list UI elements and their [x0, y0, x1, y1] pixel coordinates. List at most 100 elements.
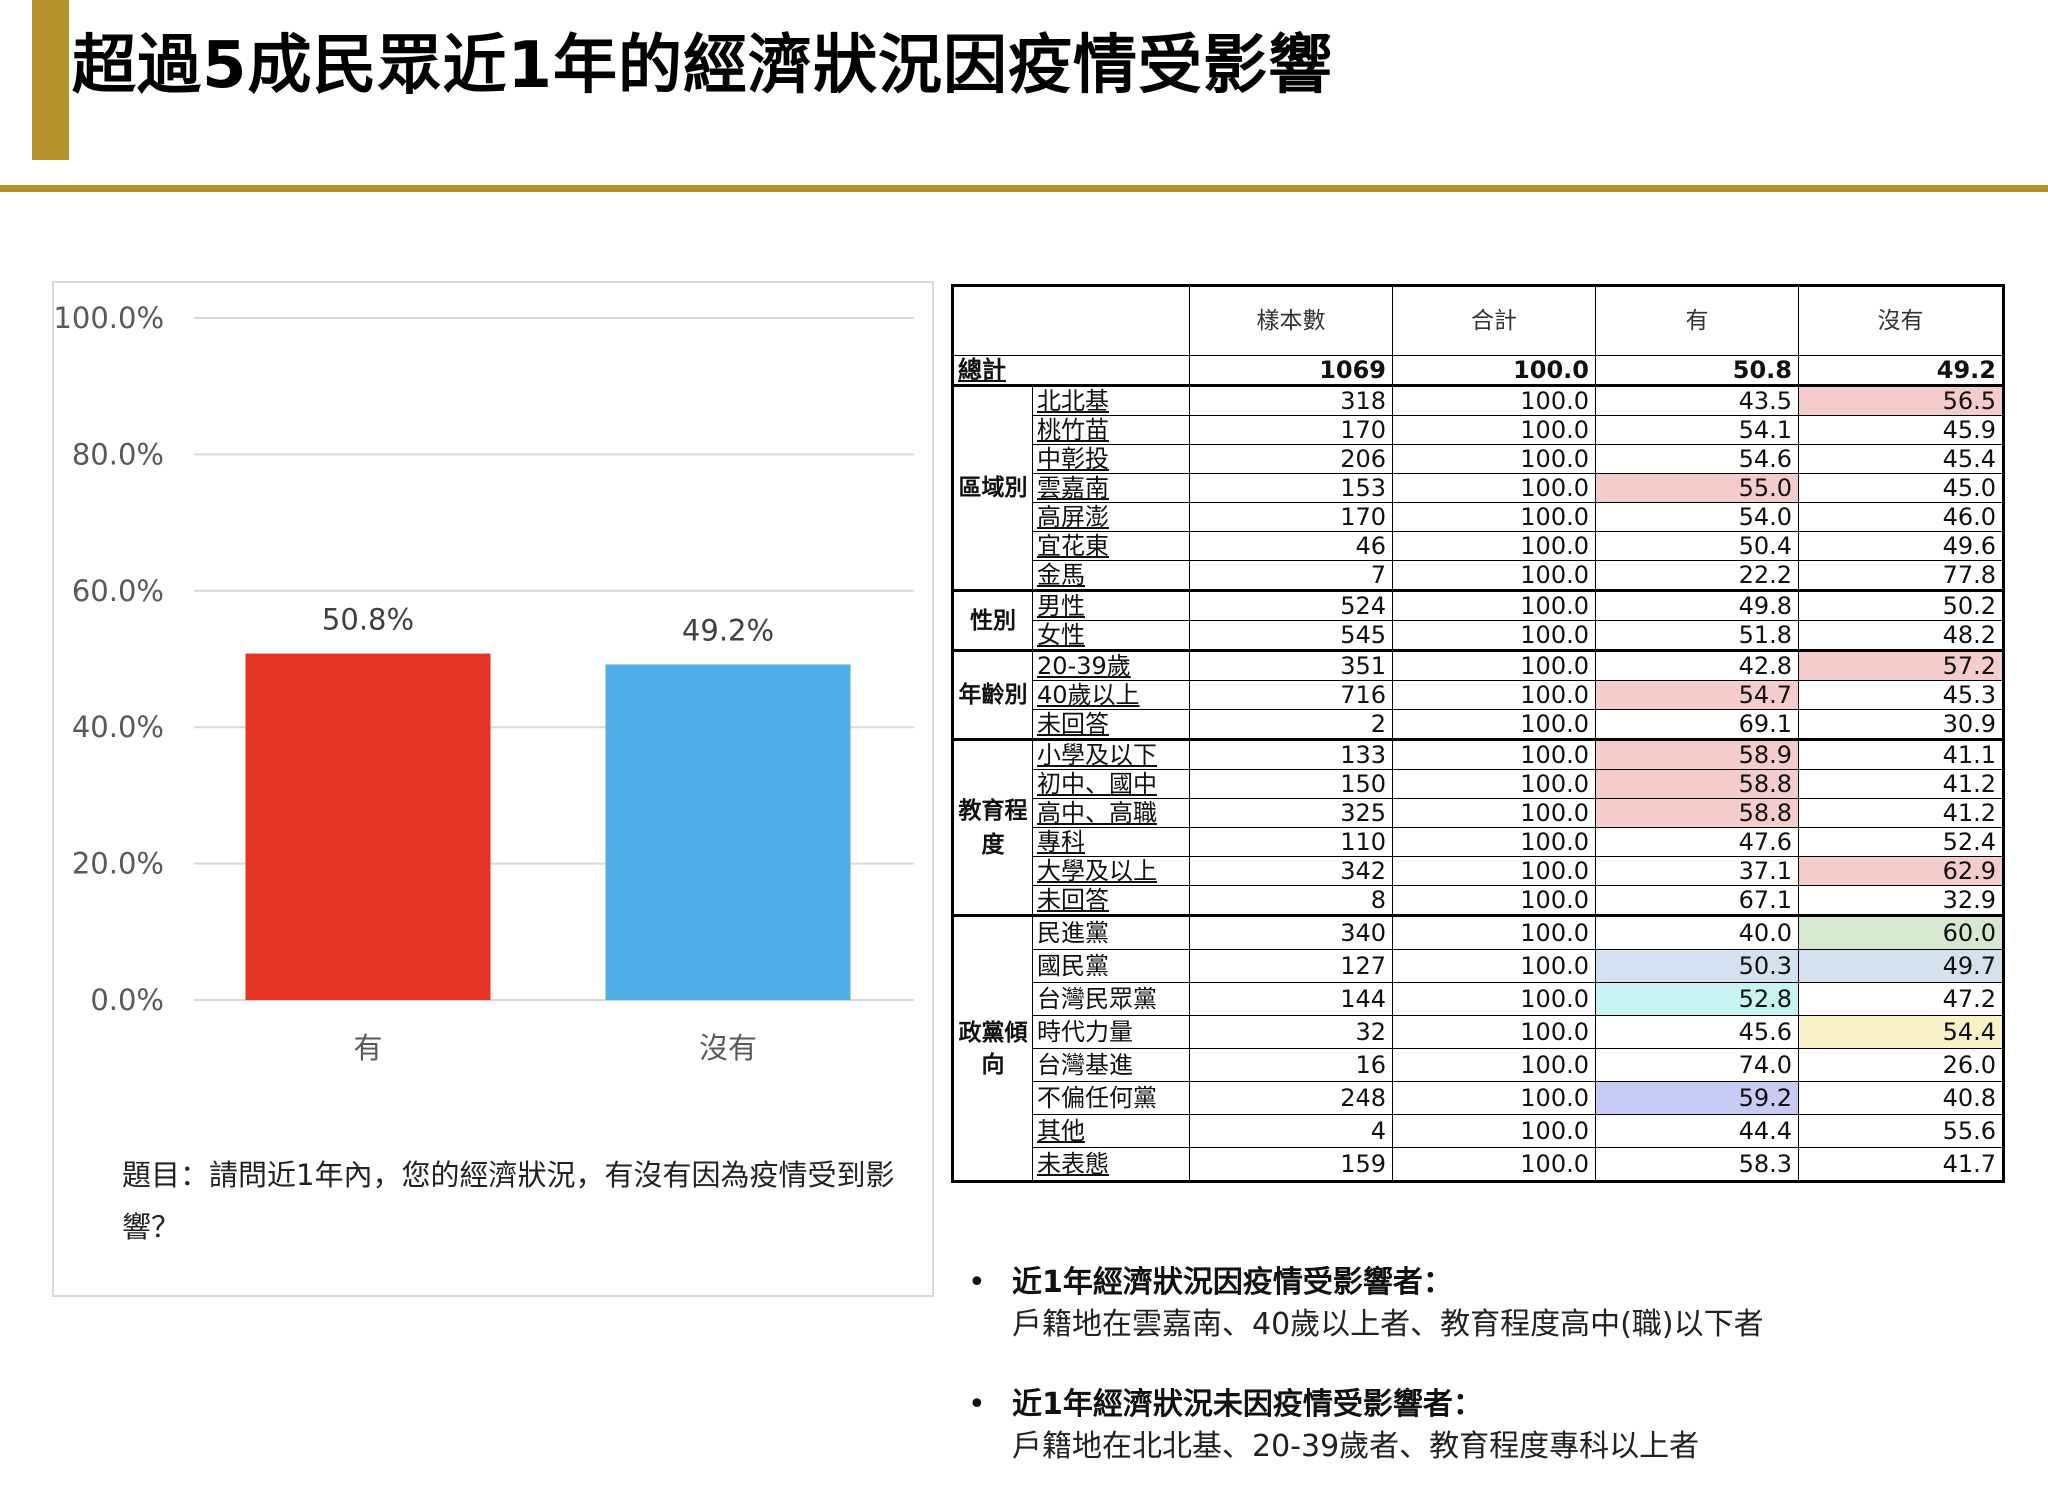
table-cell: 57.2: [1798, 649, 2004, 681]
table-cell: 100.0: [1392, 384, 1596, 416]
row-label: 高屏澎: [1032, 502, 1190, 532]
table-cell: 58.8: [1595, 798, 1799, 828]
x-category-label: 有: [353, 1031, 382, 1065]
y-tick-label: 80.0%: [72, 437, 164, 471]
table-cell: 58.3: [1595, 1147, 1799, 1182]
table-row: 未表態 159 100.0 58.3 41.7: [953, 1147, 2004, 1182]
row-label: 不偏任何黨: [1032, 1081, 1190, 1115]
row-label: 其他: [1032, 1114, 1190, 1148]
table-row: 年齡別 20-39歲 351 100.0 42.8 57.2: [952, 649, 2004, 740]
table-row: 女性 545 100.0 51.8 48.2: [953, 620, 2004, 651]
row-label: 20-39歲: [1032, 649, 1190, 681]
table-cell: 100.0: [1392, 531, 1596, 561]
table-cell: 50.2: [1798, 589, 2004, 621]
row-label: 未回答: [1032, 709, 1190, 740]
table-cell: 32.9: [1798, 885, 2004, 916]
group-label: 政黨傾向: [952, 914, 1033, 1182]
header-sample: 樣本數: [1189, 285, 1393, 356]
row-label: 台灣民眾黨: [1032, 982, 1190, 1016]
table-cell: 100.0: [1392, 1147, 1596, 1182]
header-yes: 有: [1595, 285, 1799, 356]
table-cell: 716: [1189, 680, 1393, 710]
row-label: 初中、國中: [1032, 769, 1190, 799]
table-cell: 100.0: [1392, 949, 1596, 983]
table-cell: 49.2: [1798, 355, 2004, 387]
y-tick-label: 20.0%: [72, 847, 164, 881]
table-cell: 100.0: [1392, 885, 1596, 916]
table-cell: 100.0: [1392, 1114, 1596, 1148]
table-row: 桃竹苗 170 100.0 54.1 45.9: [953, 415, 2004, 445]
survey-question: 題目：請問近1年內，您的經濟狀況，有沒有因為疫情受到影響？: [122, 1158, 895, 1244]
table-cell: 32: [1189, 1015, 1393, 1049]
header-rule: [0, 185, 2048, 192]
table-row: 其他 4 100.0 44.4 55.6: [953, 1114, 2004, 1148]
table-cell: 100.0: [1392, 1015, 1596, 1049]
note-body: 戶籍地在雲嘉南、40歲以上者、教育程度高中(職)以下者: [1012, 1307, 1764, 1342]
table-row: 專科 110 100.0 47.6 52.4: [953, 827, 2004, 857]
table-cell: 325: [1189, 798, 1393, 828]
table-row: 高屏澎 170 100.0 54.0 46.0: [953, 502, 2004, 532]
table-cell: 52.8: [1595, 982, 1799, 1016]
row-label: 民進黨: [1032, 914, 1190, 950]
title-accent-bar: [32, 0, 69, 160]
table-cell: 49.8: [1595, 589, 1799, 621]
row-label: 中彰投: [1032, 444, 1190, 474]
table-cell: 37.1: [1595, 856, 1799, 886]
table-cell: 524: [1189, 589, 1393, 621]
table-cell: 545: [1189, 620, 1393, 651]
table-row: 不偏任何黨 248 100.0 59.2 40.8: [953, 1081, 2004, 1115]
row-label: 小學及以下: [1032, 738, 1190, 770]
table-cell: 41.1: [1798, 738, 2004, 770]
table-cell: 41.2: [1798, 769, 2004, 799]
table-cell: 59.2: [1595, 1081, 1799, 1115]
table-cell: 144: [1189, 982, 1393, 1016]
table-cell: 100.0: [1392, 502, 1596, 532]
table-cell: 4: [1189, 1114, 1393, 1148]
table-cell: 100.0: [1392, 856, 1596, 886]
page-title: 超過5成民眾近1年的經濟狀況因疫情受影響: [72, 29, 1334, 103]
table-cell: 170: [1189, 502, 1393, 532]
table-cell: 100.0: [1392, 355, 1596, 387]
table-cell: 49.6: [1798, 531, 2004, 561]
row-label: 高中、高職: [1032, 798, 1190, 828]
data-label: 49.2%: [682, 613, 774, 647]
table-cell: 100.0: [1392, 473, 1596, 503]
table-cell: 52.4: [1798, 827, 2004, 857]
table-cell: 54.0: [1595, 502, 1799, 532]
table-row: 初中、國中 150 100.0 58.8 41.2: [953, 769, 2004, 799]
table-row: 中彰投 206 100.0 54.6 45.4: [953, 444, 2004, 474]
table-cell: 51.8: [1595, 620, 1799, 651]
y-tick-label: 60.0%: [72, 574, 164, 608]
table-cell: 67.1: [1595, 885, 1799, 916]
x-category-label: 沒有: [699, 1031, 757, 1065]
table-cell: 41.2: [1798, 798, 2004, 828]
row-label: 台灣基進: [1032, 1048, 1190, 1082]
table-row: 大學及以上 342 100.0 37.1 62.9: [953, 856, 2004, 886]
table-cell: 22.2: [1595, 560, 1799, 591]
table-row: 金馬 7 100.0 22.2 77.8: [953, 560, 2004, 591]
table-cell: 50.3: [1595, 949, 1799, 983]
table-cell: 62.9: [1798, 856, 2004, 886]
row-label: 雲嘉南: [1032, 473, 1190, 503]
table-row: 政黨傾向 民進黨 340 100.0 40.0 60.0: [952, 914, 2004, 1182]
table-cell: 47.2: [1798, 982, 2004, 1016]
table-cell: 74.0: [1595, 1048, 1799, 1082]
table-cell: 47.6: [1595, 827, 1799, 857]
table-cell: 26.0: [1798, 1048, 2004, 1082]
table-cell: 49.7: [1798, 949, 2004, 983]
group-label: 教育程度: [952, 738, 1033, 916]
table-cell: 170: [1189, 415, 1393, 445]
table-cell: 77.8: [1798, 560, 2004, 591]
y-tick-label: 40.0%: [72, 710, 164, 744]
table-row: 時代力量 32 100.0 45.6 54.4: [953, 1015, 2004, 1049]
table-cell: 54.1: [1595, 415, 1799, 445]
table-cell: 351: [1189, 649, 1393, 681]
table-cell: 45.6: [1595, 1015, 1799, 1049]
table-cell: 48.2: [1798, 620, 2004, 651]
note-heading: 近1年經濟狀況未因疫情受影響者：: [1012, 1387, 1483, 1422]
table-cell: 55.6: [1798, 1114, 2004, 1148]
crosstab-table: 樣本數 合計 有 沒有 總計 1069 100.0 50.8 49.2 區域別 北北基 318…: [951, 284, 2005, 1183]
table-cell: 50.4: [1595, 531, 1799, 561]
table-cell: 46: [1189, 531, 1393, 561]
table-cell: 60.0: [1798, 914, 2004, 950]
